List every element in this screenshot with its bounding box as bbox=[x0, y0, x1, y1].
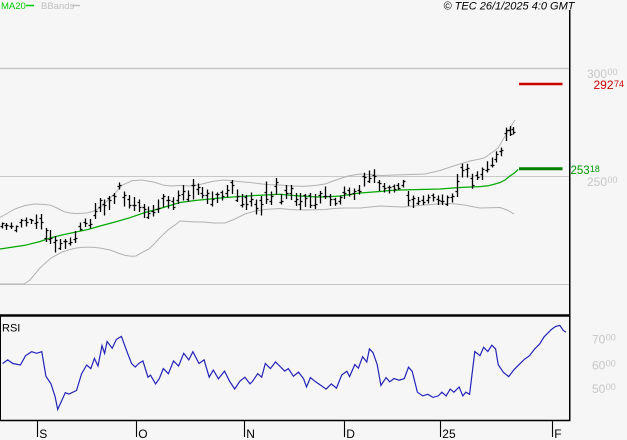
svg-text:25: 25 bbox=[442, 427, 456, 440]
svg-text:S: S bbox=[39, 427, 47, 440]
svg-text:MA20: MA20 bbox=[1, 1, 26, 12]
svg-text:292: 292 bbox=[594, 78, 614, 92]
svg-text:O: O bbox=[138, 427, 147, 440]
svg-text:RSI: RSI bbox=[2, 323, 20, 335]
svg-text:00: 00 bbox=[608, 67, 618, 77]
svg-text:60: 60 bbox=[592, 359, 606, 373]
svg-text:N: N bbox=[246, 427, 255, 440]
svg-text:70: 70 bbox=[592, 333, 606, 347]
svg-text:00: 00 bbox=[606, 382, 616, 392]
svg-text:F: F bbox=[554, 427, 561, 440]
svg-text:74: 74 bbox=[614, 79, 624, 89]
svg-text:18: 18 bbox=[590, 164, 600, 174]
svg-text:00: 00 bbox=[608, 175, 618, 185]
svg-text:250: 250 bbox=[587, 175, 607, 189]
svg-text:50: 50 bbox=[592, 382, 606, 396]
svg-text:BBands: BBands bbox=[41, 1, 75, 12]
svg-text:253: 253 bbox=[571, 165, 590, 177]
svg-text:D: D bbox=[346, 427, 355, 440]
svg-text:00: 00 bbox=[606, 333, 616, 343]
svg-text:© TEC 26/1/2025 4:0 GMT: © TEC 26/1/2025 4:0 GMT bbox=[444, 1, 576, 13]
svg-text:300: 300 bbox=[587, 67, 607, 81]
svg-text:00: 00 bbox=[606, 359, 616, 369]
